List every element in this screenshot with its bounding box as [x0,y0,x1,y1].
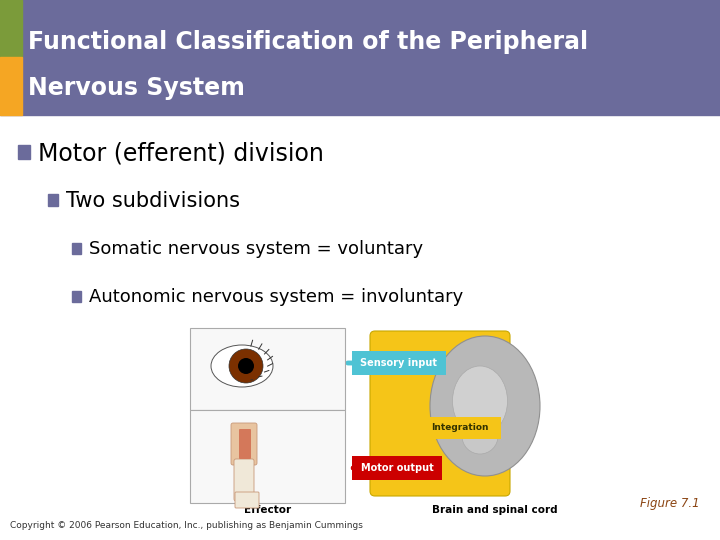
Text: Two subdivisions: Two subdivisions [66,191,240,211]
Circle shape [229,349,263,383]
Text: Figure 7.1: Figure 7.1 [640,497,700,510]
Ellipse shape [211,345,273,387]
Circle shape [238,358,254,374]
Text: Motor (efferent) division: Motor (efferent) division [38,141,324,165]
Text: Sensory receptor: Sensory receptor [217,411,318,421]
Text: Integration: Integration [431,423,489,433]
Bar [72,242,81,253]
FancyBboxPatch shape [235,492,259,508]
Text: Autonomic nervous system = involuntary: Autonomic nervous system = involuntary [89,288,463,306]
Text: Somatic nervous system = voluntary: Somatic nervous system = voluntary [89,240,423,258]
Text: Sensory input: Sensory input [361,358,438,368]
FancyBboxPatch shape [419,417,501,439]
FancyBboxPatch shape [239,429,251,459]
FancyBboxPatch shape [352,456,442,480]
Circle shape [462,418,498,454]
Bar [0,0,720,115]
FancyBboxPatch shape [370,331,510,496]
FancyBboxPatch shape [231,423,257,465]
Text: Functional Classification of the Peripheral: Functional Classification of the Periphe… [28,30,588,54]
Bar [0,0,22,57]
Ellipse shape [452,366,508,436]
Text: Brain and spinal cord: Brain and spinal cord [432,505,558,515]
Text: Motor output: Motor output [361,463,433,473]
Bar [190,410,345,503]
Bar [48,194,58,206]
FancyBboxPatch shape [352,351,446,375]
Bar [190,328,345,410]
FancyBboxPatch shape [234,459,254,501]
Text: Effector: Effector [244,505,291,515]
Bar [18,145,30,159]
Text: Nervous System: Nervous System [28,76,245,100]
Bar [0,57,22,115]
Ellipse shape [430,336,540,476]
Bar [72,291,81,301]
Text: Copyright © 2006 Pearson Education, Inc., publishing as Benjamin Cummings: Copyright © 2006 Pearson Education, Inc.… [10,521,363,530]
